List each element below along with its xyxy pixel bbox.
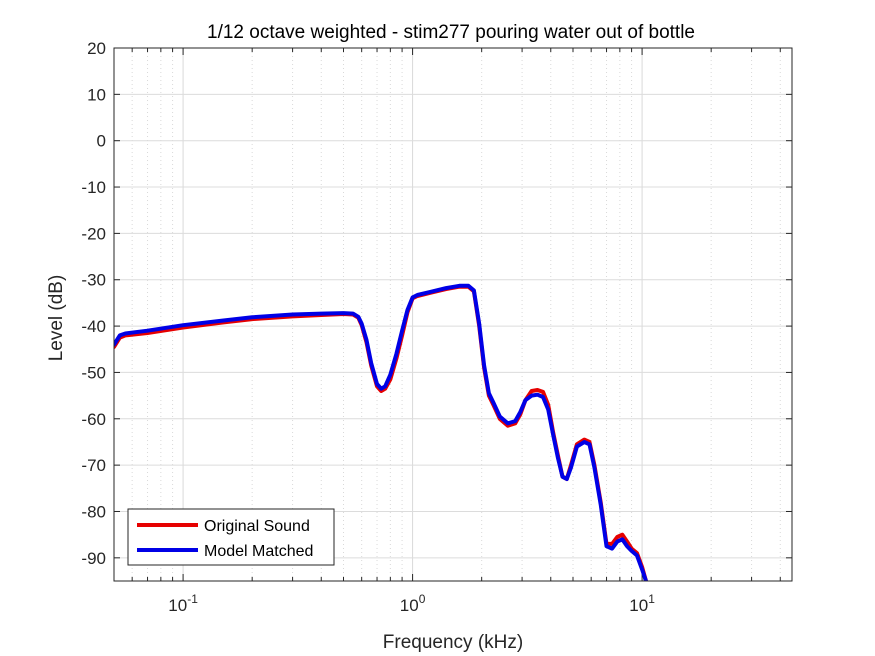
x-tick-label: 100 bbox=[400, 592, 426, 615]
y-tick-label: 0 bbox=[97, 132, 106, 151]
legend-label-model-matched: Model Matched bbox=[204, 543, 313, 560]
y-tick-label: -90 bbox=[81, 549, 106, 568]
plot-frame bbox=[113, 47, 793, 582]
legend-box bbox=[127, 508, 335, 566]
x-tick-label: 10-1 bbox=[168, 592, 198, 615]
y-tick-label: -60 bbox=[81, 410, 106, 429]
plot-area bbox=[114, 48, 792, 581]
y-tick-label: -50 bbox=[81, 363, 106, 382]
y-tick-label: 20 bbox=[87, 39, 106, 58]
legend-label-original-sound: Original Sound bbox=[204, 518, 310, 535]
y-tick-label: -10 bbox=[81, 178, 106, 197]
series-lines bbox=[114, 283, 648, 581]
chart-title: 1/12 octave weighted - stim277 pouring w… bbox=[207, 22, 695, 43]
y-axis-ticks: 20 10 0 -10 -20 -30 -40 -50 -60 -70 -80 -90 bbox=[81, 39, 792, 568]
y-tick-label: -40 bbox=[81, 317, 106, 336]
y-tick-label: 10 bbox=[87, 85, 106, 104]
y-tick-label: -30 bbox=[81, 271, 106, 290]
x-axis-ticks: 10-1 100 101 bbox=[113, 48, 781, 615]
x-tick-label: 101 bbox=[629, 592, 655, 615]
legend: Original Sound Model Matched bbox=[127, 508, 335, 566]
y-tick-label: -70 bbox=[81, 456, 106, 475]
x-axis-label: Frequency (kHz) bbox=[383, 632, 523, 653]
y-tick-label: -20 bbox=[81, 224, 106, 243]
y-tick-label: -80 bbox=[81, 502, 106, 521]
series-line-model-matched bbox=[114, 283, 648, 581]
y-axis-label: Level (dB) bbox=[46, 275, 67, 362]
